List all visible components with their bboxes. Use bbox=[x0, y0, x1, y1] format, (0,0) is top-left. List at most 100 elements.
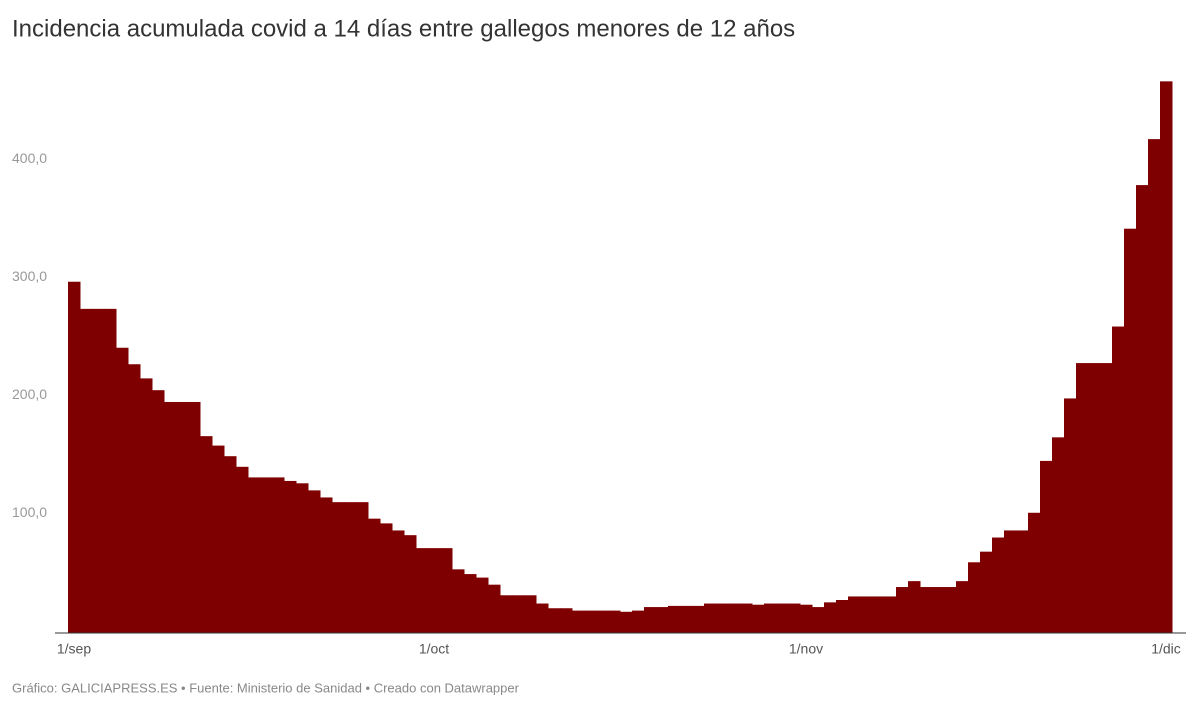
bar bbox=[344, 502, 357, 633]
bar bbox=[176, 401, 189, 633]
bar bbox=[428, 548, 441, 633]
bar bbox=[1100, 363, 1113, 633]
bar bbox=[944, 587, 957, 633]
bar bbox=[740, 603, 753, 633]
bar bbox=[392, 530, 405, 633]
bar bbox=[284, 480, 297, 633]
bar bbox=[224, 456, 237, 633]
bar bbox=[788, 603, 801, 633]
bar bbox=[512, 595, 525, 633]
bar bbox=[1064, 398, 1077, 633]
bar bbox=[824, 602, 837, 633]
bar bbox=[68, 281, 81, 633]
bar bbox=[656, 607, 669, 633]
bar bbox=[920, 587, 933, 633]
bar bbox=[908, 581, 921, 633]
bar bbox=[632, 610, 645, 633]
bar bbox=[704, 603, 717, 633]
bar bbox=[680, 605, 693, 633]
bar bbox=[1160, 81, 1173, 634]
bar bbox=[668, 605, 681, 633]
bar bbox=[248, 477, 261, 633]
bar bbox=[236, 466, 249, 633]
bar bbox=[836, 599, 849, 633]
bar bbox=[128, 364, 141, 633]
bar bbox=[404, 535, 417, 633]
bar bbox=[500, 595, 513, 633]
x-tick-label: 1/oct bbox=[419, 641, 449, 657]
bar bbox=[296, 483, 309, 633]
bar bbox=[932, 587, 945, 633]
bar bbox=[356, 502, 369, 633]
bar bbox=[800, 604, 813, 633]
bar bbox=[368, 518, 381, 633]
bar bbox=[164, 401, 177, 633]
bar bbox=[452, 569, 465, 633]
bar bbox=[80, 308, 93, 633]
bar bbox=[1088, 363, 1101, 633]
bar bbox=[536, 603, 549, 633]
bar bbox=[1148, 139, 1161, 633]
bar bbox=[980, 551, 993, 633]
bar bbox=[572, 610, 585, 633]
bar bbox=[212, 445, 225, 633]
x-tick-label: 1/sep bbox=[57, 641, 91, 657]
bar bbox=[308, 490, 321, 633]
bar bbox=[416, 548, 429, 633]
bar bbox=[548, 608, 561, 633]
bar bbox=[752, 604, 765, 633]
bar bbox=[776, 603, 789, 633]
bar bbox=[872, 596, 885, 633]
x-tick-label: 1/dic bbox=[1151, 641, 1181, 657]
bar bbox=[188, 401, 201, 633]
bar bbox=[332, 502, 345, 633]
y-tick-label: 400,0 bbox=[12, 150, 47, 166]
bar bbox=[1028, 512, 1041, 633]
bar bbox=[764, 603, 777, 633]
bar bbox=[968, 562, 981, 633]
bar bbox=[104, 308, 117, 633]
bar bbox=[152, 390, 165, 633]
bar bbox=[140, 378, 153, 633]
bar bbox=[260, 477, 273, 633]
bar bbox=[524, 595, 537, 633]
bar bbox=[1076, 363, 1089, 633]
bar bbox=[1124, 228, 1137, 633]
bar bbox=[1004, 530, 1017, 633]
bar bbox=[1040, 460, 1053, 633]
bar bbox=[92, 308, 105, 633]
bar bbox=[560, 608, 573, 633]
bar bbox=[620, 611, 633, 633]
bar bbox=[884, 596, 897, 633]
y-tick-label: 300,0 bbox=[12, 268, 47, 284]
bar bbox=[1136, 185, 1149, 633]
bar bbox=[644, 607, 657, 633]
bar bbox=[1016, 530, 1029, 633]
chart-title: Incidencia acumulada covid a 14 días ent… bbox=[12, 15, 795, 42]
bar bbox=[716, 603, 729, 633]
bar bbox=[728, 603, 741, 633]
y-tick-label: 200,0 bbox=[12, 386, 47, 402]
bar bbox=[380, 523, 393, 633]
bar bbox=[608, 610, 621, 633]
bar bbox=[200, 436, 213, 633]
x-tick-label: 1/nov bbox=[789, 641, 823, 657]
footer: Gráfico: GALICIAPRESS.ES • Fuente: Minis… bbox=[12, 680, 520, 695]
bar bbox=[956, 581, 969, 633]
bar bbox=[692, 605, 705, 633]
bar bbox=[860, 596, 873, 633]
bar bbox=[812, 607, 825, 633]
bar bbox=[848, 596, 861, 633]
bar bbox=[476, 577, 489, 633]
y-tick-label: 100,0 bbox=[12, 504, 47, 520]
bar bbox=[272, 477, 285, 633]
bar bbox=[992, 537, 1005, 633]
bar bbox=[488, 584, 501, 633]
bar bbox=[440, 548, 453, 633]
bar bbox=[464, 574, 477, 633]
bar bbox=[1052, 437, 1065, 633]
bar bbox=[116, 347, 129, 633]
bar bbox=[596, 610, 609, 633]
